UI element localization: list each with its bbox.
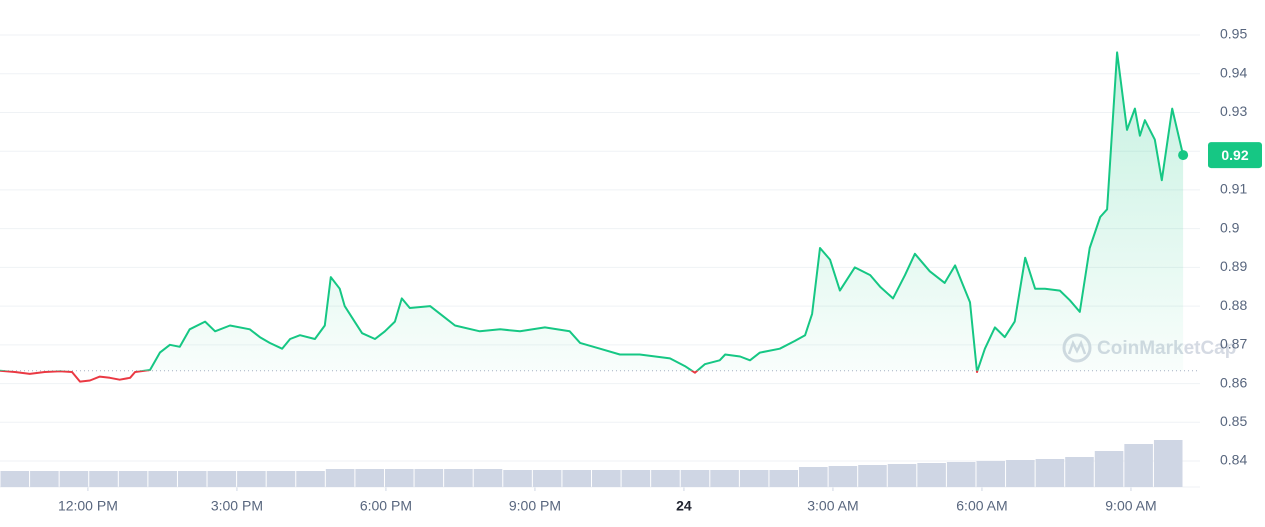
x-tick-label: 9:00 AM: [1105, 498, 1156, 514]
y-tick-label: 0.88: [1220, 297, 1247, 313]
volume-bar: [296, 471, 325, 487]
volume-bar: [532, 470, 562, 487]
volume-bar: [1035, 459, 1065, 487]
x-tick-label: 6:00 PM: [360, 498, 412, 514]
volume-bar: [769, 470, 799, 487]
volume: [0, 440, 1183, 487]
volume-bar: [946, 462, 976, 487]
volume-bar: [89, 471, 118, 487]
volume-bar: [1124, 444, 1153, 487]
y-tick-label: 0.94: [1220, 64, 1247, 80]
volume-bar: [325, 469, 355, 487]
x-tick-label: 3:00 AM: [807, 498, 858, 514]
volume-bar: [207, 471, 237, 487]
volume-bar: [621, 470, 651, 487]
volume-bar: [30, 471, 59, 487]
last-point: [1178, 150, 1189, 161]
volume-bar: [917, 463, 946, 487]
volume-bar: [473, 469, 503, 487]
y-tick-label: 0.89: [1220, 258, 1247, 274]
volume-bar: [59, 471, 89, 487]
volume-bar: [1006, 460, 1035, 487]
volume-bar: [592, 470, 621, 487]
volume-bar: [1153, 440, 1183, 487]
y-tick-label: 0.93: [1220, 103, 1247, 119]
volume-bar: [651, 470, 680, 487]
volume-bar: [414, 469, 444, 487]
volume-bar: [503, 470, 532, 487]
x-tick-label: 9:00 PM: [509, 498, 561, 514]
x-tick-label: 3:00 PM: [211, 498, 263, 514]
price-line-down: [0, 370, 979, 383]
volume-bar: [444, 469, 473, 487]
grid: [0, 34, 1200, 491]
x-tick-label: 12:00 PM: [58, 498, 118, 514]
volume-bar: [266, 471, 296, 487]
volume-bar: [118, 471, 148, 487]
volume-bar: [828, 466, 858, 487]
volume-bar: [148, 471, 177, 487]
y-tick-label: 0.85: [1220, 413, 1247, 429]
y-tick-label: 0.84: [1220, 452, 1247, 468]
x-tick-label: 24: [676, 498, 692, 514]
volume-bar: [710, 470, 739, 487]
volume-bar: [1094, 451, 1124, 487]
volume-bar: [0, 471, 30, 487]
volume-bar: [976, 461, 1006, 487]
y-tick-label: 0.86: [1220, 374, 1247, 390]
volume-bar: [887, 464, 917, 487]
y-tick-label: 0.95: [1220, 26, 1247, 42]
y-tick-label: 0.9: [1220, 219, 1240, 235]
volume-bar: [177, 471, 207, 487]
volume-bar: [355, 469, 384, 487]
volume-bar: [384, 469, 414, 487]
volume-bar: [799, 467, 828, 487]
volume-bar: [237, 471, 266, 487]
labels: 0.84 0.85 0.86 0.87 0.88 0.89 0.9 0.91 0.92 0.93 0…: [58, 26, 1262, 514]
x-tick-label: 6:00 AM: [956, 498, 1007, 514]
volume-bar: [739, 470, 769, 487]
y-tick-label: 0.91: [1220, 181, 1247, 197]
y-tick-label: 0.87: [1220, 336, 1247, 352]
volume-bar: [562, 470, 591, 487]
price-area: [0, 52, 1184, 371]
price-tag: [1208, 142, 1262, 169]
volume-bar: [858, 465, 887, 487]
volume-bar: [680, 470, 710, 487]
price-line-up: [0, 51, 1185, 371]
price-line: [0, 51, 1200, 383]
price-tag-label: 0.92: [1221, 147, 1248, 163]
volume-bar: [1065, 457, 1094, 487]
